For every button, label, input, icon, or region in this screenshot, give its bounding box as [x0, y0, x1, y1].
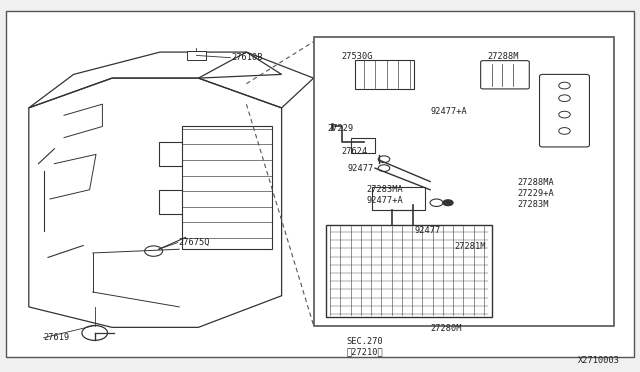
Text: 27229+A: 27229+A	[517, 189, 554, 198]
Text: 92477+A: 92477+A	[430, 107, 467, 116]
Text: 27288M: 27288M	[488, 52, 519, 61]
Text: 27281M: 27281M	[454, 242, 486, 251]
Text: 27280M: 27280M	[430, 324, 461, 333]
Text: 27624: 27624	[341, 147, 367, 156]
Text: SEC.270
〈27210〉: SEC.270 〈27210〉	[346, 337, 383, 356]
Text: X2710003: X2710003	[577, 356, 620, 365]
Bar	[187, 51, 206, 60]
Text: 27283MA: 27283MA	[366, 185, 403, 194]
Text: 27288MA: 27288MA	[517, 178, 554, 187]
Text: 92477: 92477	[415, 226, 441, 235]
Text: 27283M: 27283M	[517, 200, 548, 209]
FancyBboxPatch shape	[481, 61, 529, 89]
Bar	[182, 126, 272, 249]
Circle shape	[443, 200, 453, 206]
Bar	[314, 37, 614, 326]
FancyBboxPatch shape	[540, 74, 589, 147]
Text: 27610B: 27610B	[232, 53, 263, 62]
Bar	[372, 187, 425, 210]
Bar	[355, 60, 414, 89]
Text: 27619: 27619	[44, 333, 70, 342]
Bar	[326, 225, 492, 317]
Text: 27675Q: 27675Q	[178, 238, 209, 247]
Text: 92477+A: 92477+A	[366, 196, 403, 205]
Bar	[351, 138, 375, 153]
Text: 27530G: 27530G	[341, 52, 372, 61]
Text: 27229: 27229	[327, 124, 353, 133]
Text: 92477: 92477	[348, 164, 374, 173]
